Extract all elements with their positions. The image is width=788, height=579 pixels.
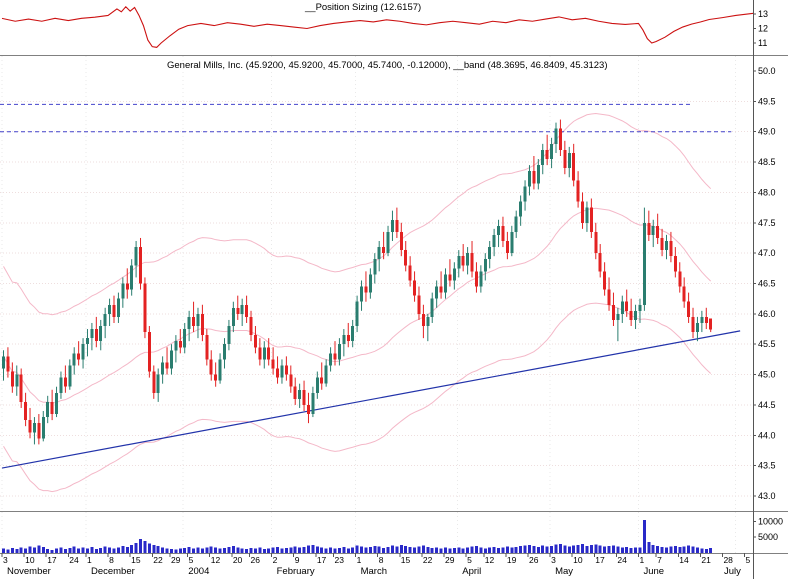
price-axis-label: 48.0 xyxy=(758,187,776,197)
week-tick-label: 2 xyxy=(273,555,278,565)
month-label: November xyxy=(7,566,51,577)
price-axis-label: 49.5 xyxy=(758,96,776,106)
week-tick-label: 22 xyxy=(153,555,163,565)
week-tick-label: 15 xyxy=(401,555,411,565)
price-axis-label: 45.5 xyxy=(758,339,776,349)
week-tick-label: 22 xyxy=(423,555,433,565)
week-tick-label: 12 xyxy=(211,555,221,565)
position-axis-label: 13 xyxy=(758,9,768,19)
month-label: May xyxy=(555,566,573,577)
week-tick-label: 23 xyxy=(335,555,345,565)
price-axis[interactable]: 13 12 11 50.0 49.5 49.0 48.5 48.0 47.5 47.0 46.5 46… xyxy=(753,0,788,579)
price-axis-label: 47.5 xyxy=(758,218,776,228)
week-tick-label: 3 xyxy=(551,555,556,565)
month-label: July xyxy=(724,566,741,577)
price-axis-label: 50.0 xyxy=(758,66,776,76)
week-tick-label: 24 xyxy=(69,555,79,565)
month-label: March xyxy=(361,566,387,577)
week-tick-label: 17 xyxy=(47,555,57,565)
price-axis-label: 47.0 xyxy=(758,248,776,258)
position-axis-label: 12 xyxy=(758,24,768,34)
week-tick-label: 21 xyxy=(701,555,711,565)
position-sizing-title[interactable]: __Position Sizing (12.6157) xyxy=(305,2,422,13)
week-tick-label: 14 xyxy=(679,555,689,565)
price-axis-label: 46.5 xyxy=(758,279,776,289)
price-axis-label: 45.0 xyxy=(758,370,776,380)
week-tick-label: 1 xyxy=(87,555,92,565)
price-axis-label: 49.0 xyxy=(758,127,776,137)
price-axis-label: 43.5 xyxy=(758,461,776,471)
week-tick-label: 12 xyxy=(485,555,495,565)
price-axis-label: 44.0 xyxy=(758,430,776,440)
week-tick-label: 29 xyxy=(445,555,455,565)
week-tick-label: 3 xyxy=(3,555,8,565)
volume-axis-label: 5000 xyxy=(758,532,778,542)
price-axis-label: 46.0 xyxy=(758,309,776,319)
position-axis-label: 11 xyxy=(758,38,767,48)
month-label: April xyxy=(462,566,481,577)
week-tick-label: 5 xyxy=(467,555,472,565)
week-tick-label: 20 xyxy=(233,555,243,565)
week-tick-label: 28 xyxy=(723,555,733,565)
price-axis-label: 43.0 xyxy=(758,491,776,501)
month-label: 2004 xyxy=(188,566,209,577)
date-axis[interactable]: 3 10 17 24 1 8 15 22 29 5 12 20 26 2 9 17 23 1 8 15 22 29 5 12 1… xyxy=(1,553,751,577)
week-tick-label: 8 xyxy=(109,555,114,565)
candlesticks[interactable] xyxy=(2,119,713,445)
week-tick-label: 26 xyxy=(529,555,539,565)
volume-bars[interactable] xyxy=(2,520,713,553)
month-label: December xyxy=(91,566,135,577)
week-tick-label: 24 xyxy=(617,555,627,565)
week-tick-label: 26 xyxy=(251,555,261,565)
week-tick-label: 9 xyxy=(295,555,300,565)
week-tick-label: 10 xyxy=(25,555,35,565)
price-axis-label: 48.5 xyxy=(758,157,776,167)
week-tick-label: 5 xyxy=(189,555,194,565)
security-title[interactable]: General Mills, Inc. (45.9200, 45.9200, 4… xyxy=(167,60,608,71)
volume-axis-label: 10000 xyxy=(758,516,783,526)
month-label: February xyxy=(277,566,315,577)
position-sizing-line xyxy=(1,5,754,48)
week-tick-label: 19 xyxy=(507,555,517,565)
month-label: June xyxy=(643,566,664,577)
trendline[interactable] xyxy=(1,330,741,469)
week-tick-label: 7 xyxy=(657,555,662,565)
resistance-lines xyxy=(0,103,732,133)
week-tick-label: 8 xyxy=(379,555,384,565)
week-tick-label: 15 xyxy=(131,555,141,565)
week-tick-label: 5 xyxy=(746,555,751,565)
week-tick-label: 10 xyxy=(573,555,583,565)
week-tick-label: 29 xyxy=(171,555,181,565)
week-tick-label: 17 xyxy=(595,555,605,565)
week-tick-label: 1 xyxy=(639,555,644,565)
price-axis-label: 44.5 xyxy=(758,400,776,410)
week-tick-label: 17 xyxy=(317,555,327,565)
week-tick-label: 1 xyxy=(357,555,362,565)
